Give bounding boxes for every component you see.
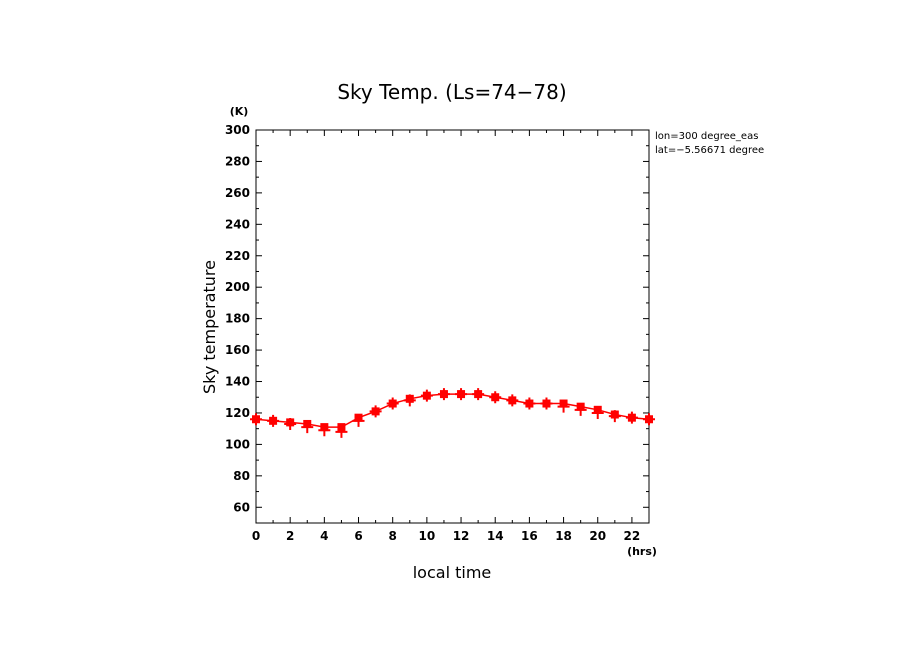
- y-tick-label: 260: [225, 186, 250, 200]
- x-tick-label: 8: [389, 529, 397, 543]
- x-tick-label: 0: [252, 529, 260, 543]
- data-point-plus: [643, 413, 655, 426]
- data-point-plus: [386, 397, 399, 410]
- data-point-plus: [301, 421, 314, 434]
- y-tick-label: 240: [225, 217, 250, 231]
- x-tick-label: 12: [453, 529, 470, 543]
- data-point-plus: [489, 391, 502, 404]
- y-tick-label: 60: [233, 500, 250, 514]
- y-tick-label: 80: [233, 469, 250, 483]
- data-point-plus: [437, 388, 450, 401]
- x-tick-label: 20: [589, 529, 606, 543]
- x-unit-label: (hrs): [627, 545, 657, 558]
- y-axis-label: Sky temperature: [200, 260, 219, 394]
- x-tick-label: 14: [487, 529, 504, 543]
- y-tick-label: 220: [225, 249, 250, 263]
- annotation-latitude: lat=−5.56671 degree: [655, 145, 764, 156]
- data-point-plus: [420, 389, 433, 402]
- x-tick-label: 2: [286, 529, 294, 543]
- y-tick-label: 200: [225, 280, 250, 294]
- y-unit-label: (K): [230, 105, 249, 118]
- data-point-plus: [250, 413, 262, 426]
- y-tick-label: 140: [225, 375, 250, 389]
- data-point-plus: [506, 394, 519, 407]
- plot-frame: [255, 129, 650, 524]
- data-point-plus: [318, 424, 331, 437]
- x-tick-label: 18: [555, 529, 572, 543]
- data-point-plus: [267, 414, 280, 427]
- data-point-plus: [352, 414, 365, 427]
- x-tick-label: 10: [419, 529, 436, 543]
- data-point-plus: [625, 411, 638, 424]
- y-tick-label: 180: [225, 312, 250, 326]
- data-point-plus: [574, 403, 587, 416]
- x-axis-label: local time: [413, 563, 492, 582]
- x-tick-label: 16: [521, 529, 538, 543]
- data-point-plus: [455, 388, 468, 401]
- data-point-plus: [557, 400, 570, 413]
- data-point-plus: [540, 397, 553, 410]
- y-tick-label: 300: [225, 123, 250, 137]
- data-point-plus: [284, 417, 297, 430]
- y-tick-label: 280: [225, 154, 250, 168]
- y-tick-label: 100: [225, 437, 250, 451]
- data-point-plus: [403, 394, 416, 407]
- annotation-longitude: lon=300 degree_eas: [655, 131, 758, 142]
- x-tick-label: 22: [624, 529, 641, 543]
- chart-title: Sky Temp. (Ls=74−78): [337, 80, 566, 104]
- data-point-plus: [591, 406, 604, 419]
- y-tick-label: 120: [225, 406, 250, 420]
- x-tick-label: 4: [320, 529, 328, 543]
- series-line: [255, 393, 650, 428]
- y-tick-label: 160: [225, 343, 250, 357]
- plot-area: 0 2 4 6 8 10 12 14 16 18 20 22 60 80 100 120 140 160 180 20…: [225, 123, 655, 543]
- data-point-plus: [369, 405, 382, 418]
- data-point-plus: [335, 425, 348, 438]
- data-point-plus: [608, 410, 621, 423]
- x-tick-label: 6: [354, 529, 362, 543]
- data-point-plus: [523, 397, 536, 410]
- data-point-plus: [472, 388, 485, 401]
